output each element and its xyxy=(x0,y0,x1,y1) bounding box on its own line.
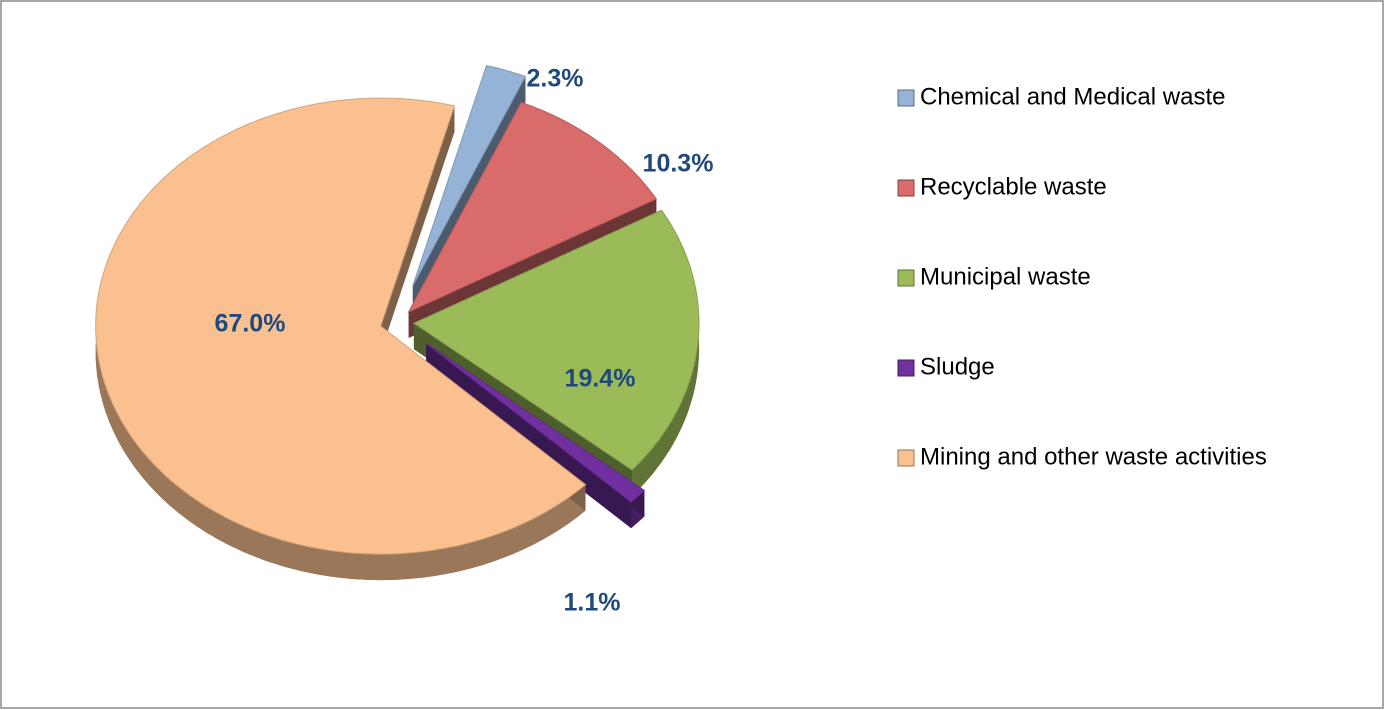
legend-swatch xyxy=(897,449,915,467)
data-label: 10.3% xyxy=(643,150,714,178)
legend-swatch xyxy=(897,89,915,107)
legend-swatch xyxy=(897,359,915,377)
slice-side xyxy=(95,98,586,581)
legend-swatch xyxy=(897,179,915,197)
legend-label: Chemical and Medical waste xyxy=(920,83,1225,110)
data-labels: 2.3% 10.3% 19.4% 1.1% 67.0% xyxy=(215,65,714,617)
legend-label: Sludge xyxy=(920,353,995,380)
legend-label: Recyclable waste xyxy=(920,173,1107,200)
slice xyxy=(412,209,700,471)
slice xyxy=(412,65,527,287)
legend: Chemical and Medical waste Recyclable was… xyxy=(897,83,1267,470)
data-label: 2.3% xyxy=(527,65,584,93)
data-label: 67.0% xyxy=(215,310,286,338)
data-label: 1.1% xyxy=(564,589,621,617)
slice-side xyxy=(632,210,699,497)
pie-tops xyxy=(95,65,700,555)
slice-wall xyxy=(380,105,455,353)
data-label: 19.4% xyxy=(565,365,636,393)
legend-label: Municipal waste xyxy=(920,263,1091,290)
slice xyxy=(95,97,587,555)
slice xyxy=(407,101,658,313)
slice xyxy=(425,343,646,503)
legend-label: Mining and other waste activities xyxy=(920,443,1267,470)
legend-swatch xyxy=(897,269,915,287)
